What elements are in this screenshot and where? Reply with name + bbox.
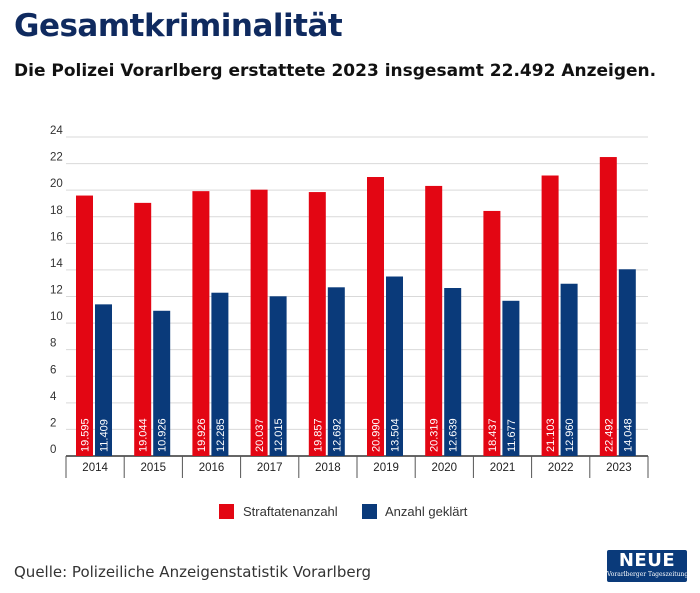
legend-label-geklaert: Anzahl geklärt	[385, 504, 468, 519]
bar-geklaert-2015	[153, 310, 171, 456]
x-tick-label-2015: 2015	[141, 462, 167, 474]
bar-straftaten-2017	[250, 189, 268, 457]
logo-tagline: Vorarlberger Tageszeitung	[607, 571, 689, 578]
data-label-straftaten-2023: 22.492	[603, 418, 615, 452]
y-tick-label-10: 10	[50, 311, 63, 323]
legend-swatch-geklaert	[362, 504, 377, 519]
logo-wordmark: NEUE	[618, 550, 676, 571]
y-tick-label-6: 6	[50, 364, 56, 376]
bar-straftaten-2023	[599, 157, 617, 457]
bar-straftaten-2022	[541, 175, 559, 456]
data-label-straftaten-2015: 19.044	[138, 418, 150, 452]
bar-geklaert-2016	[211, 292, 229, 456]
legend-swatch-straftaten	[219, 504, 234, 519]
y-tick-label-0: 0	[50, 444, 56, 456]
data-label-geklaert-2023: 14.048	[622, 418, 634, 452]
data-label-straftaten-2016: 19.926	[196, 418, 208, 452]
chart-subtitle: Die Polizei Vorarlberg erstattete 2023 i…	[14, 61, 657, 81]
x-tick-label-2023: 2023	[606, 462, 632, 474]
x-tick-label-2016: 2016	[199, 462, 225, 474]
bar-geklaert-2018	[327, 287, 345, 456]
data-label-straftaten-2021: 18.437	[487, 418, 499, 452]
x-tick-label-2017: 2017	[257, 462, 283, 474]
y-tick-label-24: 24	[50, 125, 63, 137]
bar-geklaert-2020	[444, 288, 462, 456]
bar-geklaert-2014	[95, 304, 112, 456]
bar-geklaert-2021	[502, 300, 520, 456]
legend-label-straftaten: Straftatenanzahl	[243, 504, 338, 519]
bar-straftaten-2014	[76, 195, 93, 456]
data-label-geklaert-2018: 12.692	[331, 418, 343, 452]
bar-straftaten-2018	[308, 192, 326, 456]
bar-geklaert-2022	[560, 283, 578, 456]
data-label-straftaten-2020: 20.319	[429, 418, 441, 452]
x-tick-label-2019: 2019	[373, 462, 399, 474]
y-tick-label-16: 16	[50, 231, 63, 243]
y-tick-label-4: 4	[50, 391, 57, 403]
data-label-straftaten-2018: 19.857	[312, 418, 324, 452]
bar-geklaert-2023	[618, 269, 636, 456]
x-tick-label-2022: 2022	[548, 462, 574, 474]
bar-straftaten-2021	[483, 210, 501, 456]
data-label-geklaert-2019: 13.504	[390, 418, 402, 452]
x-tick-label-2014: 2014	[82, 462, 108, 474]
y-tick-label-14: 14	[50, 258, 63, 270]
data-label-geklaert-2014: 11.409	[99, 419, 111, 452]
y-tick-label-2: 2	[50, 417, 56, 429]
data-label-straftaten-2014: 19.595	[80, 418, 92, 452]
data-label-geklaert-2015: 10.926	[157, 418, 169, 452]
data-label-straftaten-2019: 20.990	[371, 418, 383, 452]
bar-geklaert-2017	[269, 296, 287, 456]
x-tick-label-2021: 2021	[490, 462, 516, 474]
data-label-geklaert-2016: 12.285	[215, 418, 227, 452]
neue-logo: NEUE Vorarlberger Tageszeitung	[607, 550, 689, 582]
bar-straftaten-2019	[367, 177, 384, 456]
y-tick-label-20: 20	[50, 178, 63, 190]
data-label-straftaten-2017: 20.037	[254, 418, 266, 452]
bar-straftaten-2016	[192, 191, 210, 456]
source-note: Quelle: Polizeiliche Anzeigenstatistik V…	[14, 563, 371, 581]
y-tick-label-12: 12	[50, 285, 63, 297]
bar-straftaten-2020	[425, 185, 443, 456]
y-tick-label-18: 18	[50, 205, 63, 217]
data-label-straftaten-2022: 21.103	[545, 418, 557, 452]
data-label-geklaert-2022: 12.960	[564, 418, 576, 452]
x-tick-label-2018: 2018	[315, 462, 341, 474]
y-tick-label-22: 22	[50, 152, 63, 164]
x-tick-label-2020: 2020	[432, 462, 458, 474]
data-label-geklaert-2017: 12.015	[273, 418, 285, 452]
chart-title: Gesamtkriminalität	[14, 8, 343, 44]
y-tick-label-8: 8	[50, 338, 56, 350]
bar-straftaten-2015	[134, 202, 152, 456]
bar-geklaert-2019	[386, 276, 403, 456]
data-label-geklaert-2020: 12.639	[448, 418, 460, 452]
data-label-geklaert-2021: 11.677	[506, 419, 518, 452]
